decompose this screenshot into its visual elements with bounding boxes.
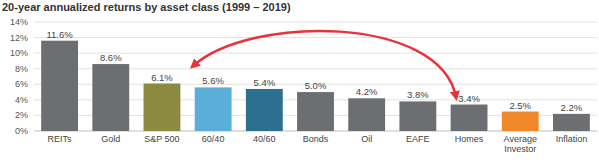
grid — [34, 22, 597, 131]
y-tick-label: 4% — [15, 95, 28, 105]
chart-container: 20-year annualized returns by asset clas… — [0, 0, 599, 162]
data-label: 6.1% — [151, 72, 173, 83]
data-label: 5.4% — [253, 77, 275, 88]
bar — [399, 101, 436, 131]
y-tick-label: 8% — [15, 64, 28, 74]
bar — [195, 87, 232, 131]
y-tick-label: 14% — [10, 17, 28, 27]
data-label: 3.4% — [458, 93, 480, 104]
x-label: 40/60 — [253, 134, 276, 144]
data-label: 8.6% — [100, 52, 122, 63]
x-label: Bonds — [303, 134, 329, 144]
x-label: Inflation — [556, 134, 588, 144]
x-label: Homes — [455, 134, 484, 144]
y-tick-label: 10% — [10, 48, 28, 58]
bar — [41, 41, 78, 131]
bars — [41, 41, 590, 131]
arrow — [193, 31, 456, 97]
grid-line — [34, 22, 597, 23]
x-label: AverageInvestor — [504, 134, 537, 154]
bar — [92, 64, 129, 131]
y-tick-label: 6% — [15, 79, 28, 89]
chart-svg: 20-year annualized returns by asset clas… — [0, 0, 599, 162]
grid-line — [34, 37, 597, 38]
bar — [246, 89, 283, 131]
data-label: 5.0% — [305, 80, 327, 91]
bar — [297, 92, 334, 131]
data-label: 11.6% — [46, 29, 73, 40]
bar — [348, 98, 385, 131]
x-label: EAFE — [406, 134, 430, 144]
bar — [502, 112, 539, 131]
data-label: 2.2% — [561, 102, 583, 113]
data-label: 4.2% — [356, 86, 378, 97]
data-labels: 11.6% 8.6% 6.1% 5.6% 5.4% 5.0% 4.2% 3.8% 3.4% 2.5… — [46, 29, 582, 113]
y-tick-label: 0% — [15, 126, 28, 136]
y-tick-label: 2% — [15, 110, 28, 120]
data-label: 2.5% — [509, 100, 531, 111]
y-tick-label: 12% — [10, 33, 28, 43]
x-labels: REITs Gold S&P 500 60/40 40/60 Bonds Oil EAFE Ho… — [48, 134, 588, 154]
x-label: Oil — [361, 134, 372, 144]
data-label: 5.6% — [202, 75, 224, 86]
x-label: S&P 500 — [144, 134, 179, 144]
x-label: REITs — [48, 134, 73, 144]
bar — [553, 114, 590, 131]
x-label: Gold — [101, 134, 120, 144]
bar — [451, 105, 488, 131]
bar — [144, 84, 181, 131]
title: 20-year annualized returns by asset clas… — [2, 1, 291, 13]
x-label: 60/40 — [202, 134, 225, 144]
data-label: 3.8% — [407, 89, 429, 100]
